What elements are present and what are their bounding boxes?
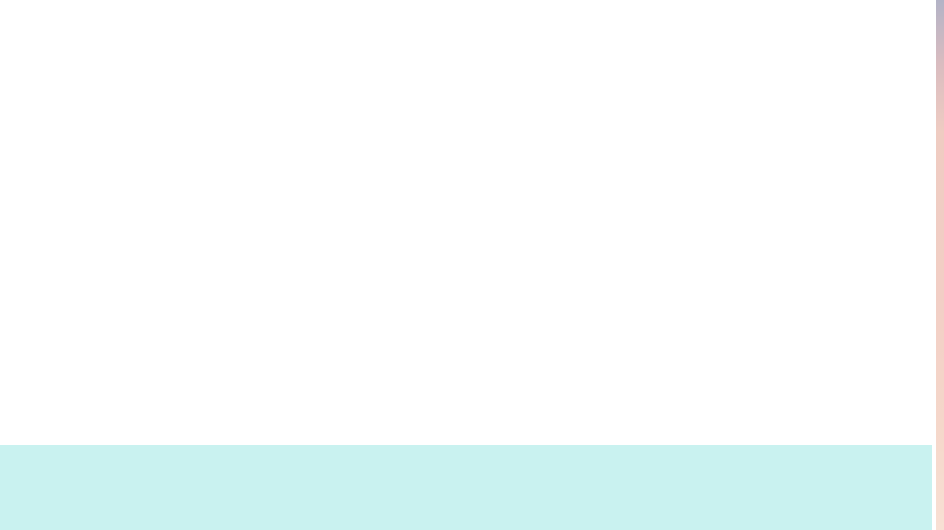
stats-table <box>0 445 932 530</box>
page-edge-gradient <box>936 0 944 530</box>
weather-chart <box>0 0 944 443</box>
